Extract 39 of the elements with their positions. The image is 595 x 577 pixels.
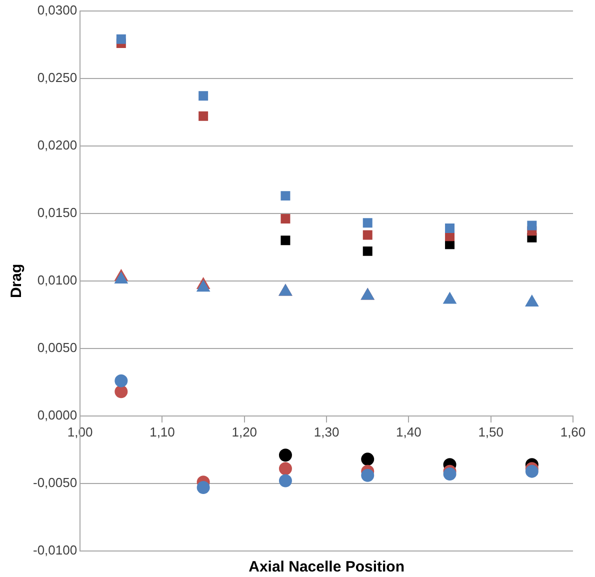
y-tick-label: -0,0050 (32, 475, 78, 490)
point (361, 468, 374, 482)
y-tick-label: 0,0200 (37, 137, 78, 152)
x-tick-label: 1,10 (150, 424, 175, 440)
y-tick-label: 0,0250 (37, 70, 78, 85)
x-tick-label: 1,30 (314, 424, 340, 440)
point (278, 448, 292, 462)
point (280, 236, 290, 246)
point (445, 223, 455, 233)
y-tick-label: 0,0000 (37, 408, 78, 423)
point (278, 462, 292, 476)
point (525, 464, 538, 478)
x-tick-label: 1,20 (232, 424, 258, 440)
point (198, 91, 208, 101)
point (527, 220, 537, 230)
point (362, 246, 372, 256)
point (196, 481, 210, 494)
y-tick-label: 0,0050 (37, 340, 78, 356)
point (278, 474, 292, 488)
point (362, 218, 372, 228)
x-tick-label: 1,60 (560, 424, 586, 440)
y-tick-label: -0,0100 (32, 542, 78, 558)
point (116, 34, 126, 44)
point (114, 374, 128, 388)
y-tick-label: 0,0150 (37, 204, 78, 220)
y-tick-label: 0,0300 (37, 2, 78, 18)
point (361, 452, 374, 466)
y-axis-title: Drag (8, 264, 26, 298)
point (525, 295, 538, 307)
point (198, 111, 208, 121)
point (362, 230, 372, 240)
y-tick-label: 0,0100 (37, 272, 78, 288)
point (280, 214, 290, 224)
point (280, 191, 290, 201)
x-tick-label: 1,50 (478, 424, 504, 440)
point (114, 385, 128, 398)
point (443, 468, 456, 481)
x-tick-label: 1,40 (396, 424, 422, 440)
x-axis-title: Axial Nacelle Position (248, 558, 404, 576)
